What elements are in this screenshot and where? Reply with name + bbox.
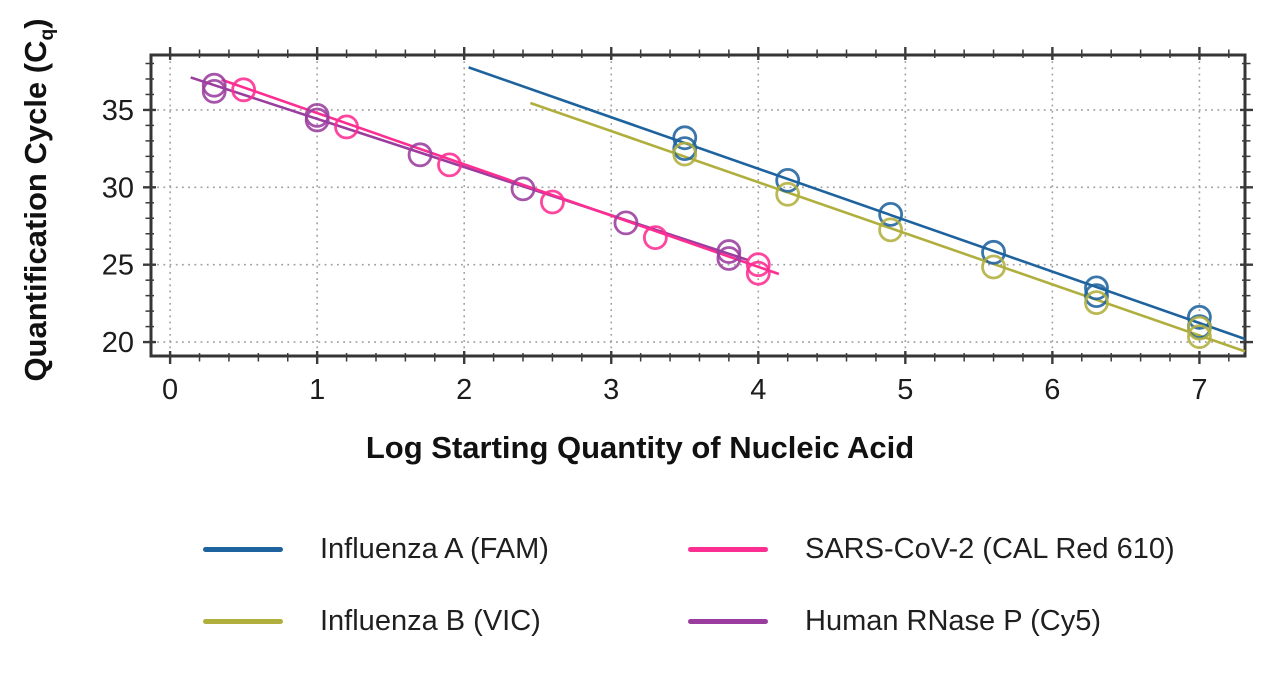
data-point [613, 210, 639, 236]
x-tick-label: 2 [456, 374, 472, 406]
x-tick-label: 4 [750, 374, 766, 406]
data-point [981, 254, 1006, 280]
data-point [201, 72, 227, 98]
x-tick-label: 3 [603, 374, 619, 406]
data-point [1084, 283, 1109, 309]
data-point [745, 260, 771, 286]
data-point [510, 176, 536, 202]
legend-swatch-human-rnase-p [688, 618, 768, 624]
data-point [1084, 290, 1109, 316]
y-tick-label: 20 [102, 327, 134, 359]
trendline-series-1 [529, 101, 1246, 353]
legend: Influenza A (FAM) SARS-CoV-2 (CAL Red 61… [203, 531, 1175, 639]
x-tick-label: 6 [1044, 374, 1060, 406]
x-axis-title: Log Starting Quantity of Nucleic Acid [365, 430, 915, 465]
legend-swatch-sars-cov-2 [688, 546, 768, 552]
data-point [672, 125, 698, 151]
data-point [201, 78, 227, 104]
legend-item-influenza-b: Influenza B (VIC) [203, 603, 688, 639]
axis-ticks [143, 47, 1253, 364]
data-point [407, 142, 433, 168]
legend-swatch-influenza-b [203, 618, 283, 624]
data-point [716, 246, 742, 271]
legend-item-human-rnase-p: Human RNase P (Cy5) [688, 603, 1175, 639]
data-point [1084, 275, 1109, 301]
y-tick-label: 30 [102, 172, 134, 204]
data-point [437, 152, 462, 178]
y-tick-label: 25 [102, 250, 134, 282]
trendline-series-2 [221, 78, 780, 276]
y-tick-label: 35 [102, 95, 134, 127]
gridlines [151, 55, 1245, 356]
legend-label-sars-cov-2: SARS-CoV-2 (CAL Red 610) [805, 532, 1175, 565]
data-point [334, 114, 359, 140]
data-point [1187, 315, 1212, 341]
plot-frame [149, 53, 1247, 358]
legend-swatch-influenza-a [203, 546, 283, 552]
legend-item-sars-cov-2: SARS-CoV-2 (CAL Red 610) [688, 531, 1175, 567]
markers-series-3 [201, 72, 742, 271]
legend-label-influenza-a: Influenza A (FAM) [320, 532, 549, 565]
legend-item-influenza-a: Influenza A (FAM) [203, 531, 688, 567]
legend-label-influenza-b: Influenza B (VIC) [320, 604, 541, 637]
data-point [540, 189, 565, 215]
x-tick-label: 7 [1191, 374, 1207, 406]
data-point [775, 167, 801, 193]
y-axis-title-subscript: q [37, 28, 58, 41]
tick-labels: 0 1 2 3 4 5 6 7 20 25 30 35 [102, 95, 1208, 406]
data-point [642, 225, 668, 251]
trendline-series-0 [468, 66, 1246, 341]
data-point [878, 201, 904, 227]
data-point [1187, 324, 1212, 350]
data-point [231, 77, 257, 103]
y-axis-title: Quantification Cycle (Cq) [18, 18, 58, 382]
markers-series-1 [672, 141, 1212, 350]
data-point [981, 239, 1006, 265]
data-point [672, 141, 698, 167]
legend-label-human-rnase-p: Human RNase P (Cy5) [805, 604, 1102, 637]
data-point [878, 217, 904, 243]
x-tick-label: 5 [897, 374, 913, 406]
y-axis-title-close: ) [18, 18, 53, 29]
x-tick-label: 0 [162, 374, 178, 406]
trendlines [190, 66, 1246, 353]
data-point [304, 107, 330, 133]
data-point [775, 181, 801, 207]
data-point [1187, 304, 1212, 330]
y-axis-title-text: Quantification Cycle (C [18, 40, 53, 382]
data-point [716, 239, 742, 264]
data-point [745, 252, 771, 278]
markers-series-2 [231, 77, 771, 286]
x-tick-label: 1 [309, 374, 325, 406]
